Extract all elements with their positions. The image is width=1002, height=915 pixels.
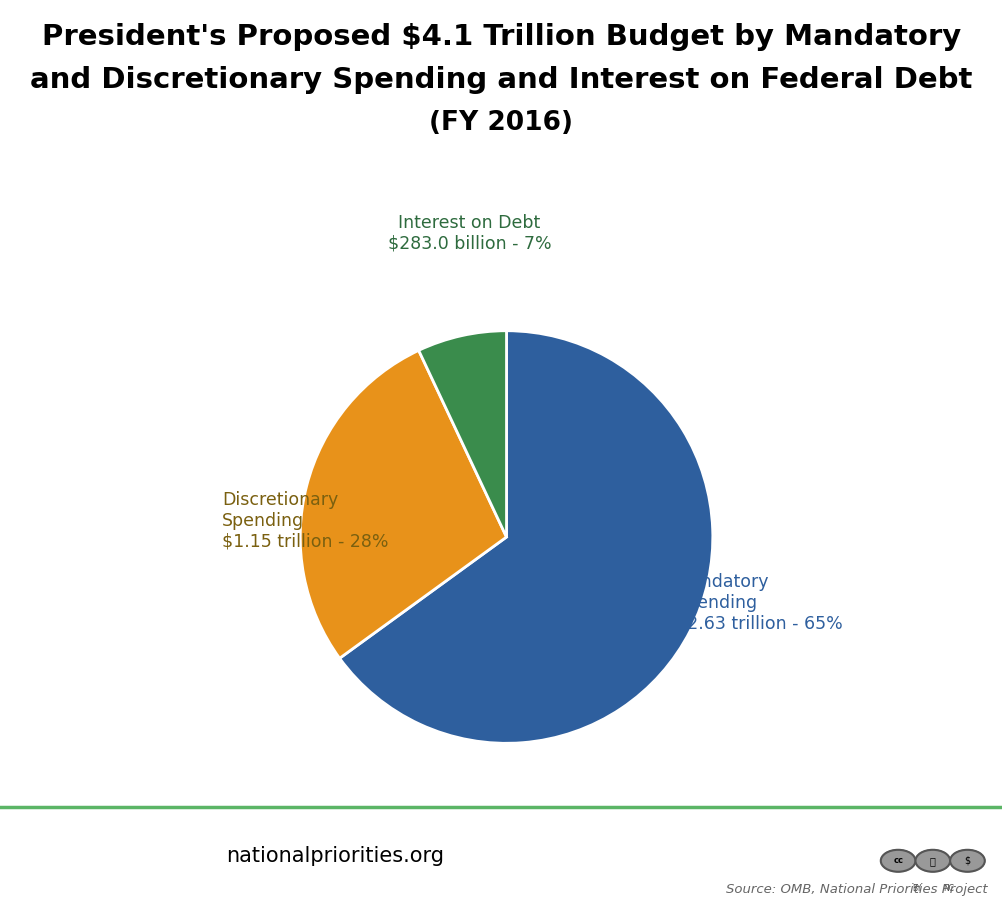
Text: cc: cc bbox=[892, 856, 902, 866]
Circle shape bbox=[880, 850, 915, 872]
Text: NC: NC bbox=[943, 884, 954, 893]
Text: PROJECT: PROJECT bbox=[78, 885, 128, 895]
Text: Discretionary
Spending
$1.15 trillion - 28%: Discretionary Spending $1.15 trillion - … bbox=[221, 490, 388, 550]
Text: (FY 2016): (FY 2016) bbox=[429, 110, 573, 135]
Text: President's Proposed $4.1 Trillion Budget by Mandatory: President's Proposed $4.1 Trillion Budge… bbox=[42, 23, 960, 51]
Text: $: $ bbox=[964, 856, 970, 866]
Text: Ⓘ: Ⓘ bbox=[929, 856, 935, 866]
Wedge shape bbox=[300, 350, 506, 658]
Wedge shape bbox=[340, 330, 712, 743]
Text: Source: OMB, National Priorities Project: Source: OMB, National Priorities Project bbox=[725, 883, 987, 896]
Circle shape bbox=[949, 850, 984, 872]
Text: Interest on Debt
$283.0 billion - 7%: Interest on Debt $283.0 billion - 7% bbox=[387, 213, 551, 253]
Text: BY: BY bbox=[911, 884, 920, 893]
Text: nationalpriorities.org: nationalpriorities.org bbox=[225, 845, 443, 866]
Text: and Discretionary Spending and Interest on Federal Debt: and Discretionary Spending and Interest … bbox=[30, 66, 972, 94]
Text: Mandatory
Spending
$2.63 trillion - 65%: Mandatory Spending $2.63 trillion - 65% bbox=[675, 573, 842, 633]
Text: PRIORITIES: PRIORITIES bbox=[29, 847, 177, 871]
Circle shape bbox=[915, 850, 949, 872]
Text: NATIONAL: NATIONAL bbox=[73, 825, 133, 835]
Wedge shape bbox=[418, 330, 506, 537]
